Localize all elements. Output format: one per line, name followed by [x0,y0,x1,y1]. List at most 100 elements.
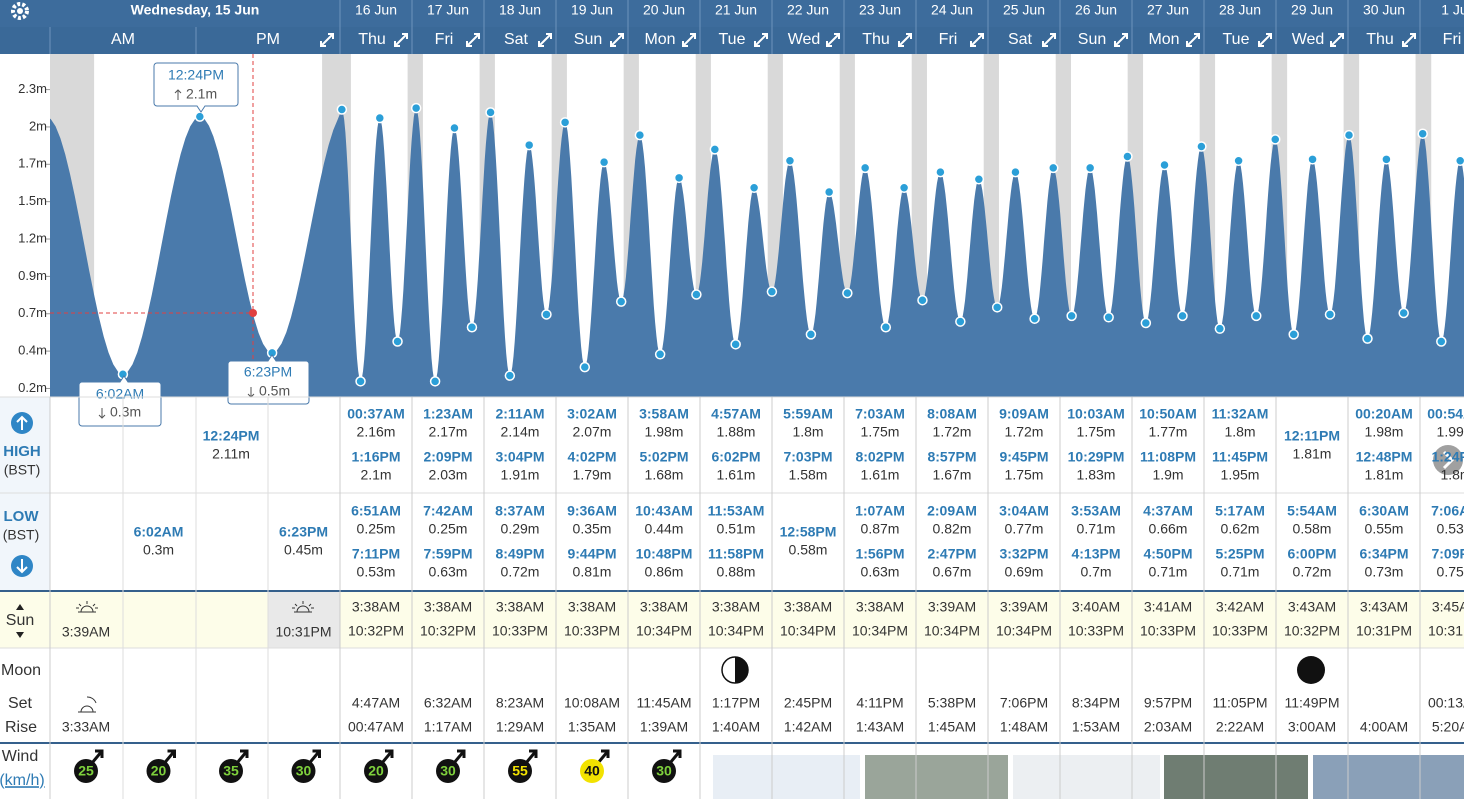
expand-icon[interactable] [1330,33,1344,47]
sunset-time: 10:34PM [852,623,908,639]
header-date: 27 Jun [1147,2,1189,18]
moonrise-time: 3:33AM [62,719,110,735]
header-date: 23 Jun [859,2,901,18]
wind-arrow [524,749,538,764]
wind-badge [364,759,388,783]
weekday: Thu [358,31,386,48]
tide-height: 0.3m [143,542,174,558]
sunset-time: 10:32PM [420,623,476,639]
moonset-time: 5:38PM [928,695,976,711]
header-date: Wednesday, 15 Jun [131,2,260,18]
header-date: 17 Jun [427,2,469,18]
expand-icon[interactable] [898,33,912,47]
wind-speed: 30 [656,763,672,779]
tide-time: 11:32AM [1212,406,1269,422]
tide-point [1159,159,1170,171]
sunset-time: 10:33PM [1140,623,1196,639]
tide-point [1324,309,1336,320]
tide-point [1048,162,1059,174]
half-label: AM [111,31,135,48]
tide-height: 1.61m [717,467,756,483]
tide-time: 10:43AM [635,503,693,519]
ad-strip[interactable] [713,755,1464,799]
sunrise-time: 3:42AM [1216,599,1264,615]
row-lines [0,396,1464,649]
tide-height: 1.79m [573,467,612,483]
tide-point [1066,310,1077,322]
moonrise-time: 1:43AM [856,719,904,735]
wind-unit-link[interactable]: (km/h) [0,772,45,789]
tide-height: 0.73m [1365,564,1404,580]
tide-height: 1.72m [933,424,972,440]
tide-height: 0.71m [1077,521,1116,537]
tide-time: 00:54AM [1427,406,1464,422]
tide-height: 0.53m [357,564,396,580]
moonrise-time: 1:17AM [424,719,472,735]
sun-icon [292,601,314,613]
expand-icon[interactable] [1186,33,1200,47]
tide-time: 4:37AM [1143,503,1193,519]
moonrise-time: 4:00AM [1360,719,1408,735]
expand-icon[interactable] [320,33,334,47]
settings-icon[interactable] [11,2,29,20]
tide-height: 0.63m [861,564,900,580]
expand-icon[interactable] [394,33,408,47]
tide-point [1270,134,1281,145]
expand-icon[interactable] [826,33,840,47]
expand-icon[interactable] [754,33,768,47]
expand-icon[interactable] [1042,33,1056,47]
tide-point [898,182,910,194]
expand-icon[interactable] [970,33,984,47]
tide-time: 1:23AM [423,406,473,422]
expand-icon[interactable] [610,33,624,47]
moonset-time: 00:13AM [1428,695,1464,711]
tide-time: 7:09PM [1431,546,1464,562]
weekday: Wed [1292,31,1325,48]
tide-point [466,322,478,333]
sunset-time: 10:34PM [780,623,836,639]
tide-height: 1.72m [1005,424,1044,440]
tide-height: 0.45m [284,542,323,558]
tide-height: 0.58m [789,542,828,558]
expand-icon[interactable] [1114,33,1128,47]
tide-time: 6:23PM [279,524,328,540]
moonset-time: 2:45PM [784,695,832,711]
tide-height: 0.88m [717,564,756,580]
expand-icon[interactable] [466,33,480,47]
tide-point [935,166,946,178]
moonrise-time: 1:42AM [784,719,832,735]
sun-label: Sun [6,612,34,629]
weekday: Sun [574,31,602,48]
tide-point [1381,154,1392,165]
expand-icon[interactable] [1258,33,1272,47]
tide-time: 7:06AM [1431,503,1464,519]
header-date: 21 Jun [715,2,757,18]
tide-height: 0.66m [1149,521,1188,537]
y-tick-label: 0.7m [18,305,47,320]
expand-icon[interactable] [1402,33,1416,47]
tide-height: 1.95m [1221,467,1260,483]
wind-arrow [308,749,321,764]
tide-point [1010,166,1021,178]
sunrise-time: 3:38AM [640,599,688,615]
weekday: Wed [788,31,821,48]
tide-time: 3:32PM [999,546,1048,562]
expand-icon[interactable] [682,33,696,47]
sunrise-time: 3:39AM [62,624,110,640]
wind-arrow [452,749,466,764]
tide-time: 1:56PM [855,546,904,562]
expand-icon[interactable] [538,33,552,47]
tide-time: 6:51AM [351,503,401,519]
half-label: PM [256,31,280,48]
weekday: Tue [719,31,746,48]
next-button[interactable] [1433,445,1463,475]
tide-height: 0.72m [1293,564,1332,580]
tide-height: 0.63m [429,564,468,580]
weekday: Tue [1223,31,1250,48]
tide-time: 4:57AM [711,406,761,422]
tide-point [1436,336,1447,347]
moonrise-icon [78,696,97,713]
tide-time: 5:25PM [1215,546,1264,562]
tide-time: 6:00PM [1287,546,1336,562]
moonset-time: 1:17PM [712,695,760,711]
